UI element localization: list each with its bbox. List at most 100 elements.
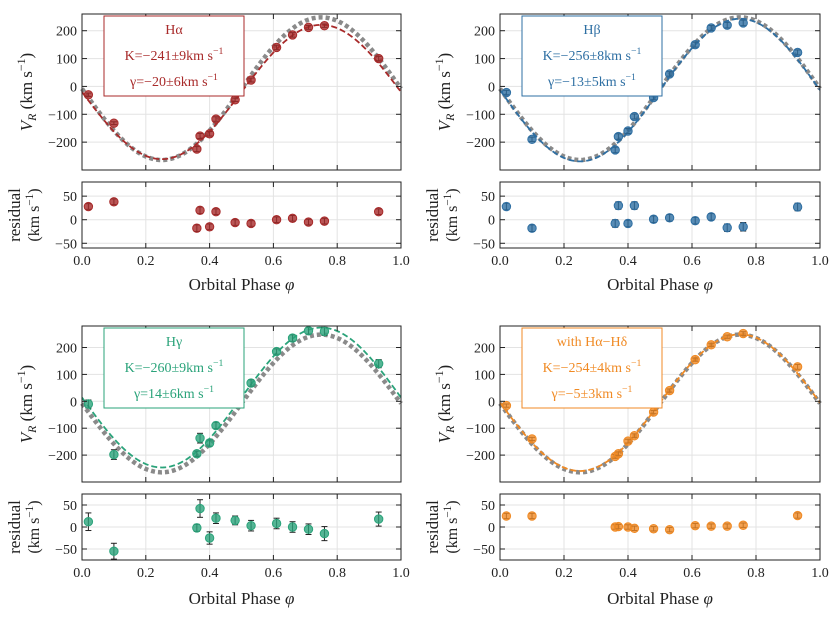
residual-panel: −50 0 50 0.0 0.2 0.4 0.6 0.8 1.0 residual (km s−1) [5,181,410,269]
data-point [211,420,221,431]
data-point [192,449,202,459]
main-plot-frame [499,13,821,171]
legend-box [521,327,663,409]
residual-point [319,528,330,539]
main-plot-frame [499,325,821,483]
residual-tick-label: 50 [63,190,77,205]
residual-point [527,511,537,521]
data-point [303,22,314,33]
y-tick-label: −200 [466,449,495,464]
y-axis-label: VR (km s−1) [14,53,39,131]
x-tick-label: 0.0 [73,254,91,269]
residual-point [192,223,202,233]
x-tick-label: 0.6 [683,566,701,581]
residual-point [613,200,624,211]
residual-point [610,218,620,229]
data-point [792,47,803,58]
residual-point [664,524,675,535]
residual-point [319,216,330,226]
residual-plot-frame [81,181,402,249]
residual-label-line2: (km s−1) [24,188,43,241]
residual-point [211,207,221,217]
x-axis-label: Orbital Phase φ [189,275,295,294]
x-tick-label: 0.6 [265,254,283,269]
data-points [83,326,384,460]
residual-point [613,521,624,532]
residual-point [303,524,314,534]
x-tick-label: 0.0 [491,254,509,269]
data-point [706,340,716,350]
residual-label-line1: residual [5,188,24,242]
y-axis-label: VR (km s−1) [432,365,457,443]
residual-point [83,517,94,527]
data-point [792,362,803,372]
residual-point [230,515,240,526]
y-tick-label: 0 [70,395,77,410]
x-tick-label: 0.8 [747,254,765,269]
x-tick-label: 0.2 [555,254,573,269]
x-axis-label: Orbital Phase φ [189,589,295,608]
residual-tick-label: −50 [473,543,495,558]
x-tick-label: 0.2 [137,566,155,581]
residual-point [792,202,803,212]
residual-point [527,223,537,233]
residual-point [204,533,215,543]
residual-tick-label: 0 [70,214,77,229]
data-point [303,326,314,336]
data-point [271,346,282,357]
residual-point [690,520,700,531]
residual-point [230,217,240,228]
x-tick-label: 0.4 [201,254,219,269]
residual-point [192,523,202,533]
y-tick-label: 200 [56,25,77,40]
x-tick-label: 0.4 [201,566,219,581]
y-tick-label: −200 [48,449,77,464]
data-point [204,129,215,139]
y-tick-label: 0 [70,80,77,95]
data-point [690,39,700,50]
x-tick-label: 0.6 [265,566,283,581]
data-point [271,42,282,53]
x-axis-label: Orbital Phase φ [607,589,713,608]
residual-point [664,213,675,223]
residual-tick-label: −50 [55,237,77,252]
residual-point [246,520,256,531]
residual-point [373,207,384,217]
residual-point [109,546,119,556]
data-point [738,328,748,339]
reference-model-curve [80,15,403,163]
x-tick-label: 1.0 [392,566,410,581]
main-plot-frame [81,325,402,483]
residual-label-line2: (km s−1) [442,188,461,241]
residual-point [195,205,205,215]
legend-gamma-value: γ=−5±3km s−1 [551,384,633,402]
residual-point [792,510,803,521]
data-point [230,95,240,105]
residual-point [706,212,716,222]
data-points [83,21,384,154]
residual-point [83,201,94,212]
data-point [706,23,716,33]
data-point [195,433,205,443]
residual-label-line1: residual [423,188,442,242]
residual-y-axis-label: residual (km s−1) [423,188,461,242]
x-tick-label: 1.0 [811,254,829,269]
chart-panel-4: −200 −100 0 100 200 VR (km s−1) with Hα−Hδ K=−2… [423,325,829,608]
residual-tick-label: 50 [63,499,77,514]
y-tick-label: 100 [56,53,77,68]
residual-point [246,218,256,229]
data-point [246,378,256,388]
residual-label-line2: (km s−1) [442,500,461,553]
residual-point [648,524,659,534]
data-point [613,131,624,142]
x-tick-label: 0.2 [555,566,573,581]
residual-tick-label: 0 [70,521,77,536]
y-tick-label: −100 [48,422,77,437]
y-axis-label: VR (km s−1) [14,365,39,443]
residual-point [271,215,282,225]
residual-point [204,222,215,232]
y-tick-label: −100 [466,422,495,437]
data-points [501,18,803,155]
data-point [722,332,732,342]
